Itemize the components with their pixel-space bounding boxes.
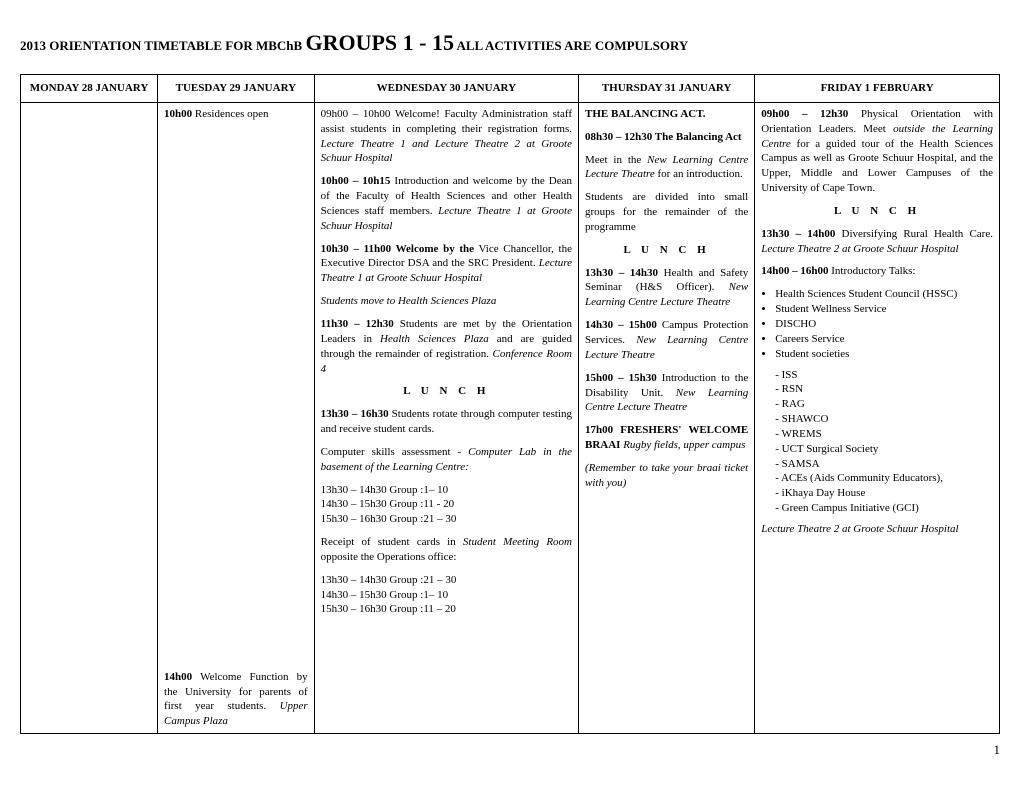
header-mon: MONDAY 28 JANUARY bbox=[21, 75, 158, 103]
fri-dashes: ISS RSN RAG SHAWCO WREMS UCT Surgical So… bbox=[761, 368, 993, 516]
header-fri: FRIDAY 1 FEBRUARY bbox=[755, 75, 1000, 103]
thu-p1: THE BALANCING ACT. bbox=[585, 107, 748, 122]
header-row: MONDAY 28 JANUARY TUESDAY 29 JANUARY WED… bbox=[21, 75, 1000, 103]
fri-d9: iKhaya Day House bbox=[775, 486, 993, 501]
thu-p9: (Remember to take your braai ticket with… bbox=[585, 462, 748, 489]
thu-p2-time: 08h30 – 12h30 The Balancing Act bbox=[585, 130, 748, 145]
thu-p3b: for an introduction. bbox=[655, 168, 743, 180]
fri-bul2: Student Wellness Service bbox=[775, 302, 993, 317]
fri-p4-loc: Lecture Theatre 2 at Groote Schuur Hospi… bbox=[761, 523, 958, 535]
content-row: 10h00 Residences open 14h00 Welcome Func… bbox=[21, 102, 1000, 733]
title-big: GROUPS 1 - 15 bbox=[305, 30, 454, 55]
fri-p1-time: 09h00 – 12h30 bbox=[761, 108, 848, 120]
thu-p7-time: 15h00 – 15h30 bbox=[585, 372, 657, 384]
wed-p1: 09h00 – 10h00 Welcome! Faculty Administr… bbox=[321, 108, 572, 135]
wed-g6: 15h30 – 16h30 Group :11 – 20 bbox=[321, 602, 572, 617]
thu-lunch: L U N C H bbox=[585, 243, 748, 258]
fri-p3-time: 14h00 – 16h00 bbox=[761, 265, 828, 277]
wed-p8a: Receipt of student cards in bbox=[321, 536, 463, 548]
cell-wed: 09h00 – 10h00 Welcome! Faculty Administr… bbox=[314, 102, 578, 733]
fri-bul4: Careers Service bbox=[775, 332, 993, 347]
fri-d7: SAMSA bbox=[775, 457, 993, 472]
wed-p8b: opposite the Operations office: bbox=[321, 551, 457, 563]
wed-p5-loc1: Health Sciences Plaza bbox=[380, 333, 489, 345]
timetable: MONDAY 28 JANUARY TUESDAY 29 JANUARY WED… bbox=[20, 74, 1000, 734]
thu-p8-loc: Rugby fields, upper campus bbox=[620, 439, 745, 451]
wed-p7a: Computer skills assessment - bbox=[321, 446, 468, 458]
fri-d5: WREMS bbox=[775, 427, 993, 442]
tue-p2-time: 14h00 bbox=[164, 671, 192, 683]
fri-d2: RSN bbox=[775, 382, 993, 397]
thu-p6-time: 14h30 – 15h00 bbox=[585, 319, 657, 331]
wed-p6-time: 13h30 – 16h30 bbox=[321, 408, 389, 420]
page-title: 2013 ORIENTATION TIMETABLE FOR MBChB GRO… bbox=[20, 30, 1000, 56]
tue-p1-time: 10h00 bbox=[164, 108, 192, 120]
cell-fri: 09h00 – 12h30 Physical Orientation with … bbox=[755, 102, 1000, 733]
fri-d10: Green Campus Initiative (GCI) bbox=[775, 501, 993, 516]
wed-p5-time: 11h30 – 12h30 bbox=[321, 318, 394, 330]
fri-d1: ISS bbox=[775, 368, 993, 383]
fri-bul5: Student societies bbox=[775, 347, 993, 362]
wed-g4: 13h30 – 14h30 Group :21 – 30 bbox=[321, 573, 572, 588]
fri-p2-loc: Lecture Theatre 2 at Groote Schuur Hospi… bbox=[761, 243, 958, 255]
cell-thu: THE BALANCING ACT. 08h30 – 12h30 The Bal… bbox=[579, 102, 755, 733]
title-post: ALL ACTIVITIES ARE COMPULSORY bbox=[454, 38, 688, 53]
cell-tue: 10h00 Residences open 14h00 Welcome Func… bbox=[158, 102, 315, 733]
wed-p1-loc: Lecture Theatre 1 and Lecture Theatre 2 … bbox=[321, 138, 572, 165]
wed-g2: 14h30 – 15h30 Group :11 - 20 bbox=[321, 497, 572, 512]
wed-p2-time: 10h00 – 10h15 bbox=[321, 175, 391, 187]
wed-p8-loc: Student Meeting Room bbox=[463, 536, 572, 548]
fri-d3: RAG bbox=[775, 397, 993, 412]
fri-bul1: Health Sciences Student Council (HSSC) bbox=[775, 287, 993, 302]
tue-p1-text: Residences open bbox=[192, 108, 268, 120]
fri-bullets: Health Sciences Student Council (HSSC) S… bbox=[761, 287, 993, 361]
title-pre: 2013 ORIENTATION TIMETABLE FOR MBChB bbox=[20, 38, 305, 53]
page-number: 1 bbox=[20, 742, 1000, 758]
wed-p3-time: 10h30 – 11h00 Welcome by the bbox=[321, 243, 474, 255]
thu-p3a: Meet in the bbox=[585, 154, 647, 166]
fri-d4: SHAWCO bbox=[775, 412, 993, 427]
wed-g5: 14h30 – 15h30 Group :1– 10 bbox=[321, 588, 572, 603]
thu-p5-time: 13h30 – 14h30 bbox=[585, 267, 658, 279]
fri-lunch: L U N C H bbox=[761, 204, 993, 219]
wed-g1: 13h30 – 14h30 Group :1– 10 bbox=[321, 483, 572, 498]
wed-p4: Students move to Health Sciences Plaza bbox=[321, 295, 497, 307]
wed-lunch: L U N C H bbox=[321, 384, 572, 399]
fri-p1b: for a guided tour of the Health Sciences… bbox=[761, 138, 993, 195]
thu-p4: Students are divided into small groups f… bbox=[585, 190, 748, 235]
fri-p2: Diversifying Rural Health Care. bbox=[835, 228, 993, 240]
wed-g3: 15h30 – 16h30 Group :21 – 30 bbox=[321, 512, 572, 527]
header-tue: TUESDAY 29 JANUARY bbox=[158, 75, 315, 103]
header-wed: WEDNESDAY 30 JANUARY bbox=[314, 75, 578, 103]
cell-mon bbox=[21, 102, 158, 733]
fri-p2-time: 13h30 – 14h00 bbox=[761, 228, 835, 240]
fri-d6: UCT Surgical Society bbox=[775, 442, 993, 457]
fri-d8: ACEs (Aids Community Educators), bbox=[775, 471, 993, 486]
fri-bul3: DISCHO bbox=[775, 317, 993, 332]
fri-p3: Introductory Talks: bbox=[828, 265, 915, 277]
header-thu: THURSDAY 31 JANUARY bbox=[579, 75, 755, 103]
